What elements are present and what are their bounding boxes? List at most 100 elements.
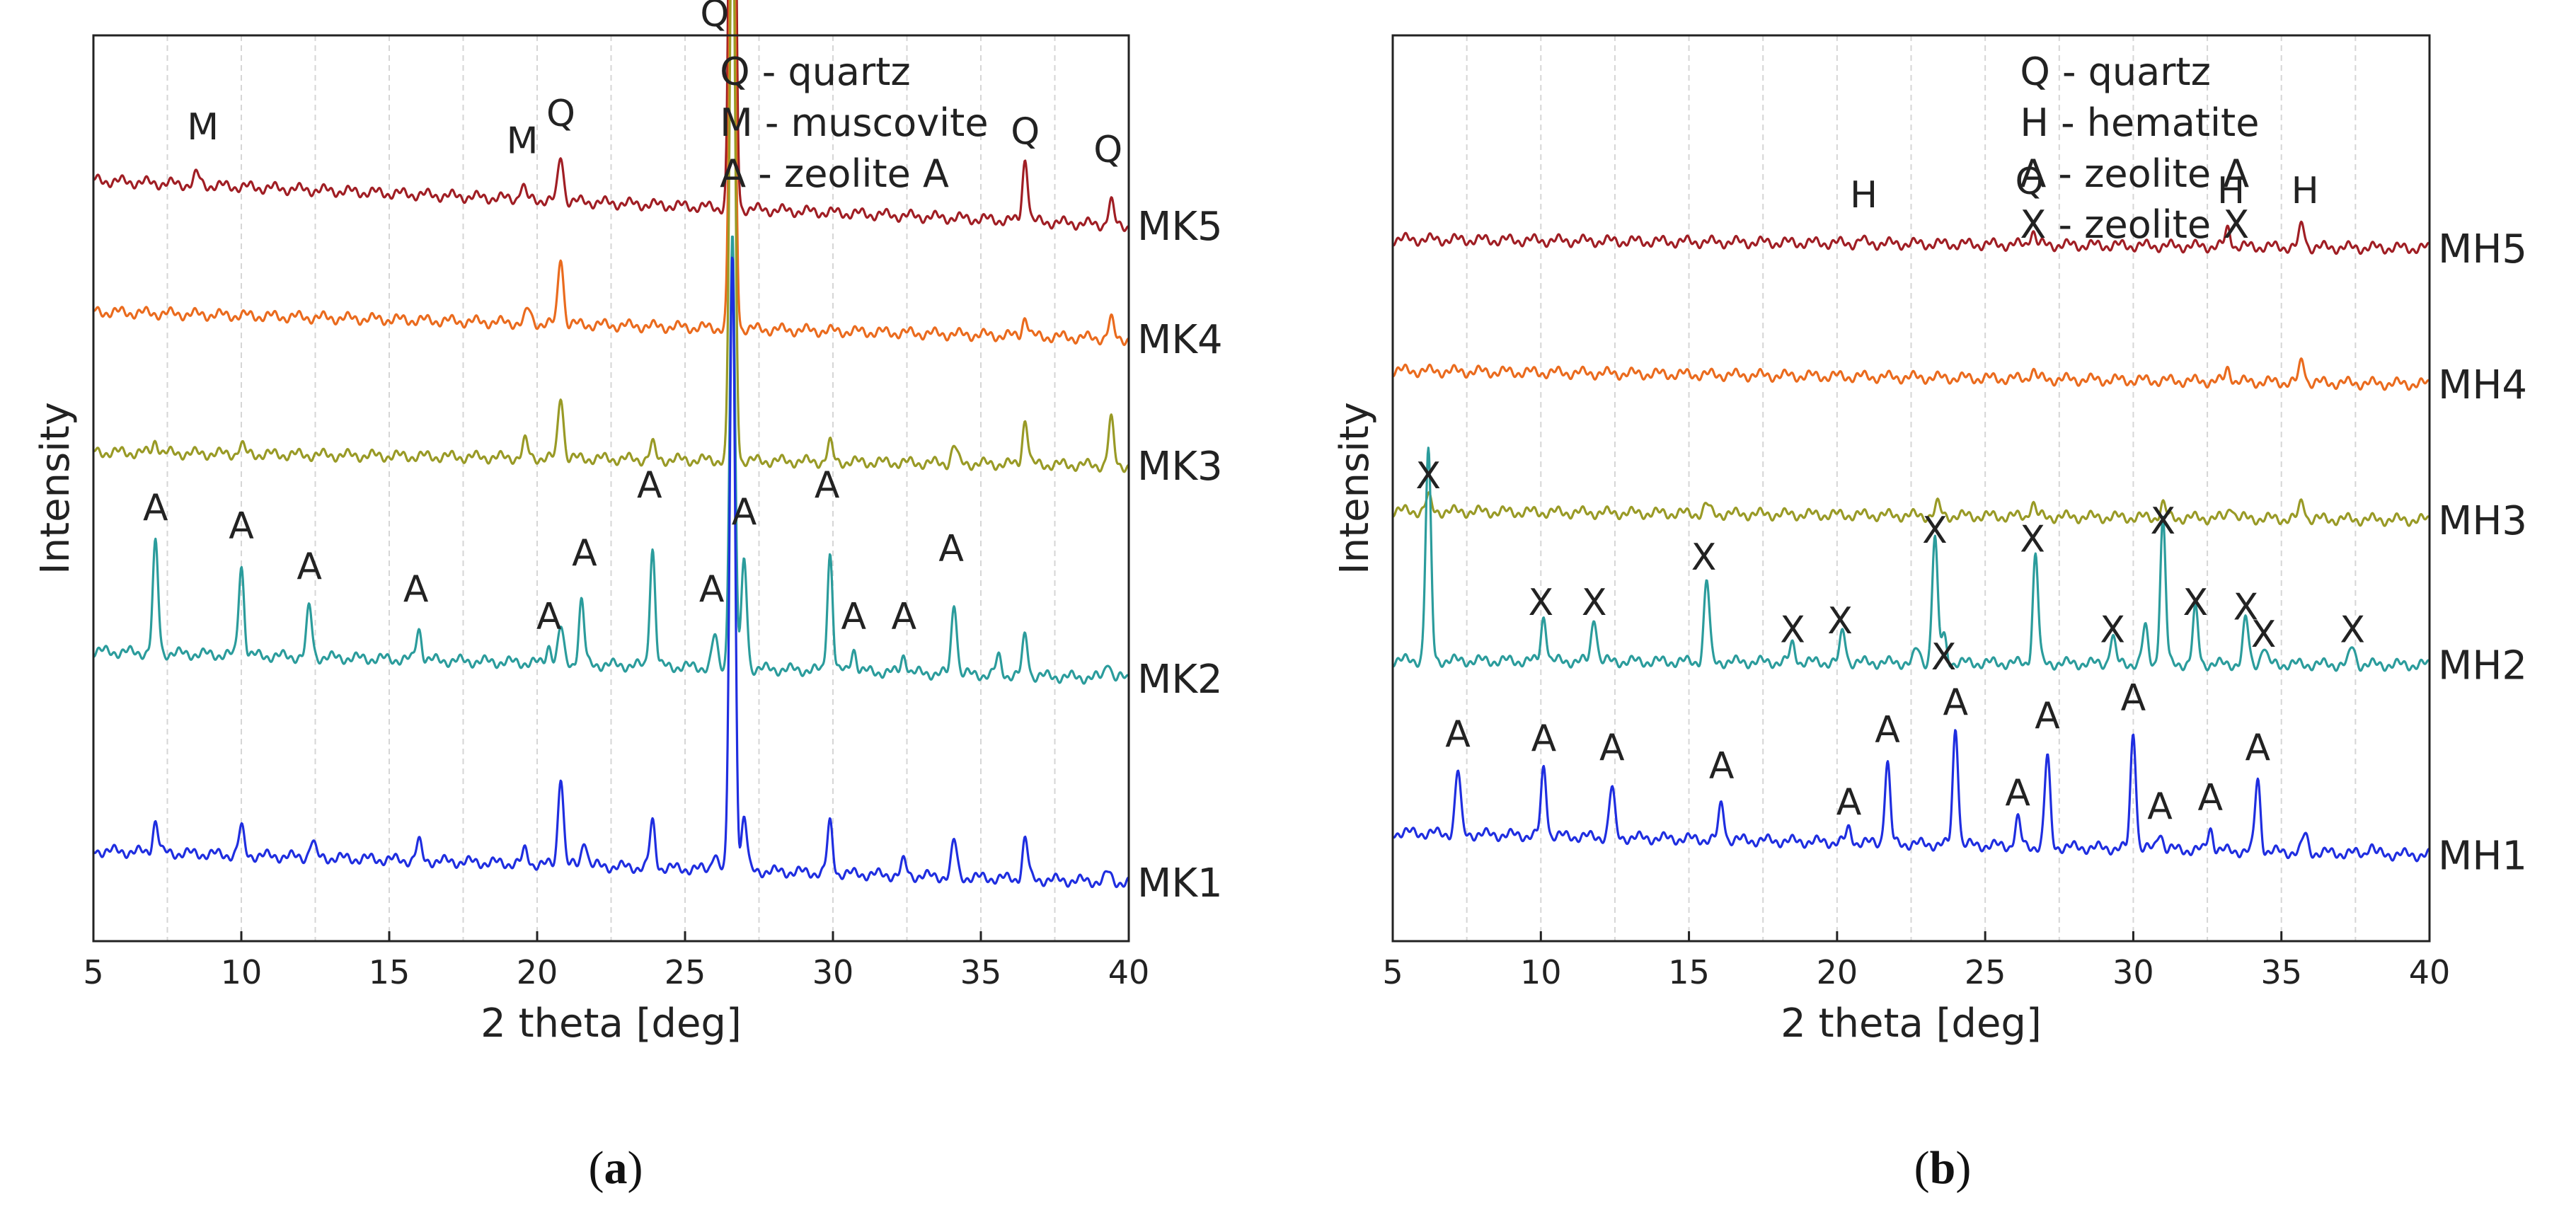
peak-label: Q: [1011, 111, 1040, 154]
peak-label: A: [1875, 708, 1900, 751]
peak-label: A: [536, 595, 562, 638]
peak-label: X: [1415, 455, 1441, 497]
legend-entry: Q - quartz: [2020, 50, 2211, 94]
peak-label: A: [2005, 772, 2030, 814]
series-label-mk4: MK4: [1137, 317, 1223, 363]
peak-label: Q: [546, 93, 575, 135]
caption-letter: b: [1930, 1142, 1956, 1194]
legend-entry: X - zeolite X: [2020, 202, 2249, 247]
peak-label: X: [1922, 509, 1948, 552]
peak-label: A: [2147, 785, 2173, 828]
x-tick-label: 5: [1382, 953, 1403, 991]
y-axis-label: Intensity: [1332, 402, 1378, 575]
peak-label: A: [2245, 727, 2270, 769]
peak-label: X: [2020, 519, 2045, 561]
peak-label: A: [1599, 727, 1625, 769]
plot-frame: [1391, 34, 2431, 943]
x-tick-label: 5: [83, 953, 103, 991]
peak-label: A: [841, 595, 866, 638]
series-label-mh5: MH5: [2438, 226, 2527, 272]
x-tick-label: 10: [1520, 953, 1562, 991]
x-tick-label: 30: [812, 953, 854, 991]
x-tick-label: 25: [1965, 953, 2006, 991]
panel-caption: (b): [1914, 1142, 1972, 1194]
caption-close-paren: ): [628, 1142, 643, 1194]
peak-label: H: [1850, 174, 1878, 217]
x-tick-label: 35: [960, 953, 1002, 991]
x-tick-label: 30: [2112, 953, 2154, 991]
x-tick-label: 40: [1108, 953, 1150, 991]
x-axis-label: 2 theta [deg]: [481, 1001, 742, 1047]
legend-entry: A - zeolite A: [720, 151, 949, 196]
x-tick-label: 15: [369, 953, 410, 991]
series-line-mk3: [92, 0, 1129, 473]
peak-label: X: [1931, 636, 1957, 679]
x-tick-label: 40: [2409, 953, 2451, 991]
peak-label: A: [572, 532, 597, 575]
peak-label: A: [2121, 677, 2146, 720]
series-line-mh4: [1392, 357, 2431, 391]
series-label-mh1: MH1: [2438, 833, 2527, 879]
legend-entry: M - muscovite: [720, 100, 988, 145]
caption-close-paren: ): [1955, 1142, 1971, 1194]
series-label-mk3: MK3: [1137, 444, 1223, 490]
caption-letter: a: [604, 1142, 628, 1194]
peak-label: X: [2251, 614, 2277, 656]
x-axis-label: 2 theta [deg]: [1781, 1001, 2042, 1047]
x-tick-label: 25: [665, 953, 706, 991]
peak-label: X: [2233, 587, 2259, 629]
peak-label: X: [1528, 582, 1553, 624]
peak-label: H: [2292, 170, 2319, 212]
peak-label: A: [815, 464, 840, 507]
peak-label: X: [1827, 600, 1853, 643]
peak-label: A: [2197, 776, 2223, 819]
peak-label: X: [2340, 609, 2365, 652]
x-tick-label: 35: [2260, 953, 2302, 991]
peak-label: A: [229, 505, 254, 547]
peak-label: A: [732, 491, 757, 534]
series-label-mh4: MH4: [2438, 362, 2527, 408]
series-line-mh2: [1392, 447, 2431, 672]
peak-label: M: [507, 120, 539, 162]
x-tick-label: 20: [517, 953, 558, 991]
series-line-mk4: [93, 0, 1129, 347]
series-line-mh3: [1392, 491, 2431, 527]
series-line-mh1: [1391, 729, 2430, 863]
peak-label: A: [892, 595, 917, 638]
plot-frame: [92, 34, 1130, 943]
caption-open-paren: (: [1914, 1142, 1930, 1194]
series-line-mk5: [93, 0, 1129, 232]
peak-label: Q: [2015, 161, 2044, 203]
peak-label: Q: [1093, 129, 1122, 171]
peak-label: X: [2183, 582, 2209, 624]
peak-label: A: [1445, 713, 1471, 756]
series-line-mk1: [92, 256, 1129, 889]
panel-caption: (a): [589, 1142, 643, 1194]
peak-label: X: [1582, 582, 1607, 624]
peak-label: X: [1780, 609, 1805, 652]
series-label-mk2: MK2: [1137, 657, 1223, 703]
peak-label: Q: [700, 0, 729, 35]
peak-label: A: [403, 568, 429, 611]
peak-label: X: [1691, 536, 1717, 579]
peak-label: A: [1836, 781, 1862, 824]
series-label-mh2: MH2: [2438, 643, 2527, 689]
y-axis-label: Intensity: [33, 402, 79, 575]
peak-label: A: [1531, 718, 1557, 760]
series-line-mk2: [93, 235, 1130, 685]
peak-label: M: [187, 106, 219, 149]
series-label-mk1: MK1: [1137, 860, 1223, 906]
legend-entry: A - zeolite A: [2020, 151, 2249, 196]
series-label-mh3: MH3: [2438, 498, 2527, 544]
caption-open-paren: (: [589, 1142, 604, 1194]
peak-label: A: [699, 568, 725, 611]
peak-label: A: [1943, 681, 1968, 724]
series-line-mh5: [1392, 220, 2431, 255]
x-tick-label: 20: [1817, 953, 1858, 991]
peak-label: X: [2100, 609, 2125, 652]
legend-entry: Q - quartz: [720, 50, 911, 94]
x-tick-label: 15: [1668, 953, 1710, 991]
peak-label: X: [2150, 500, 2175, 543]
